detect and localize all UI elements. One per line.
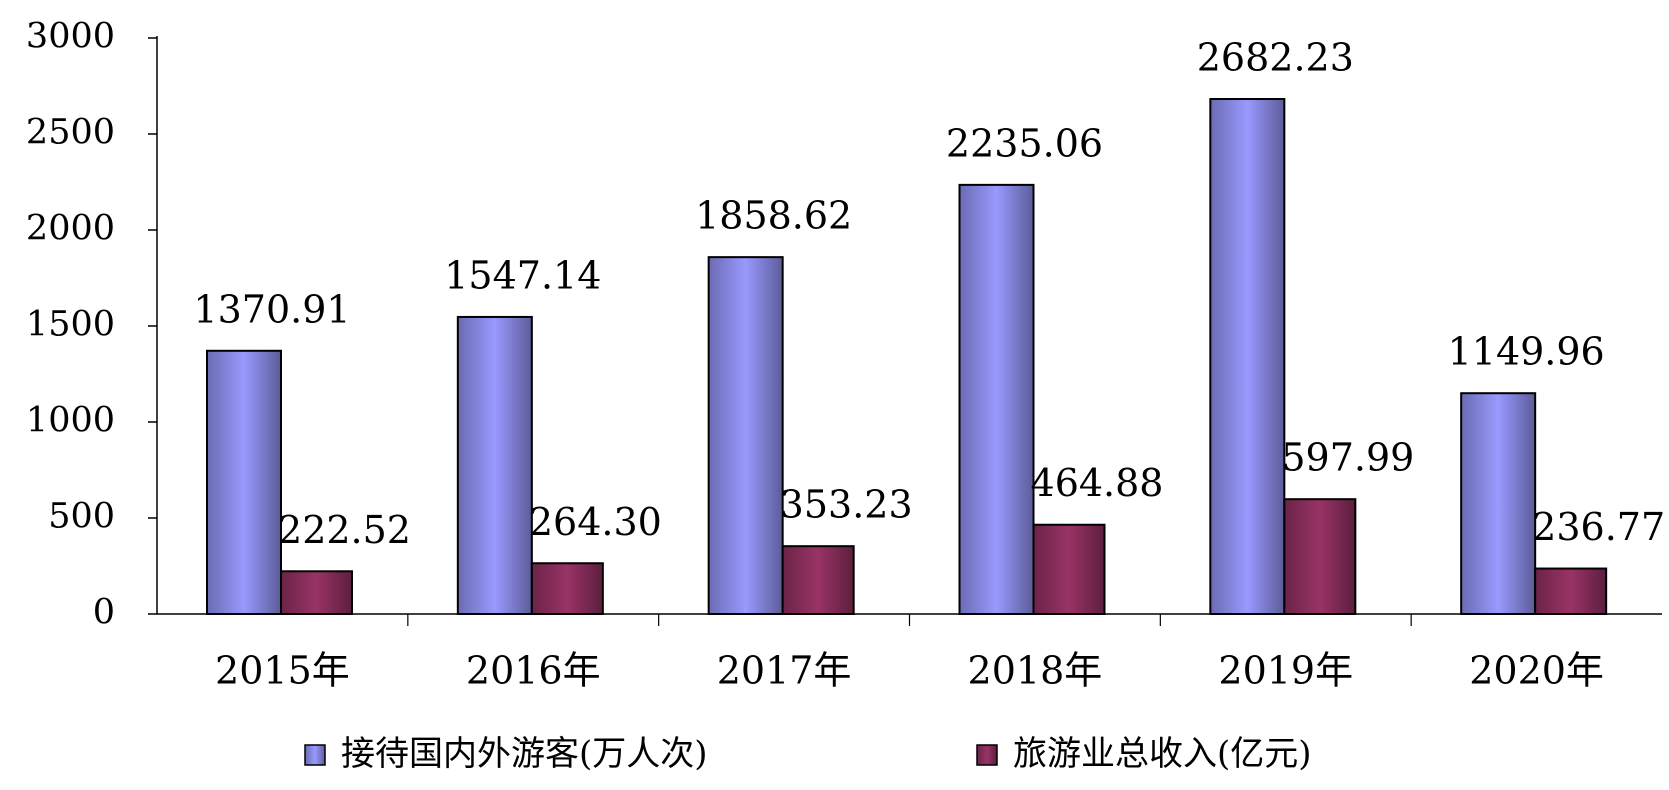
y-tick-label: 2500 (26, 113, 115, 153)
bar (958, 183, 1035, 616)
y-tick-label: 0 (93, 593, 115, 633)
data-label: 1858.62 (695, 194, 852, 238)
bar (781, 545, 855, 615)
x-tick-label: 2019年 (1218, 649, 1353, 693)
bar (1460, 392, 1537, 615)
data-label: 222.52 (278, 508, 411, 552)
data-label: 1547.14 (444, 253, 601, 297)
bar (530, 562, 604, 615)
legend-label: 旅游业总收入(亿元) (1013, 734, 1312, 774)
x-tick-label: 2015年 (215, 649, 350, 693)
data-label: 2235.06 (946, 121, 1103, 165)
x-tick-label: 2020年 (1469, 649, 1604, 693)
data-label: 1370.91 (193, 287, 350, 331)
bar (280, 570, 353, 616)
bar (1209, 98, 1286, 615)
y-tick-label: 3000 (26, 17, 115, 57)
y-tick-label: 1500 (26, 305, 115, 345)
legend-swatch (304, 744, 326, 766)
data-label: 353.23 (780, 483, 913, 527)
x-tick-label: 2018年 (968, 649, 1103, 693)
bar (456, 315, 533, 615)
data-label: 2682.23 (1197, 36, 1354, 80)
bar (1283, 498, 1357, 615)
data-label: 1149.96 (1448, 330, 1605, 374)
legend-swatch (976, 744, 998, 766)
data-label: 236.77 (1532, 505, 1665, 549)
y-tick-label: 2000 (26, 209, 115, 249)
x-tick-label: 2016年 (466, 649, 601, 693)
bar (1032, 523, 1106, 615)
y-tick-label: 500 (48, 497, 115, 537)
data-label: 597.99 (1281, 436, 1414, 480)
data-label: 464.88 (1031, 461, 1164, 505)
bar (1534, 567, 1608, 615)
y-tick-label: 1000 (26, 401, 115, 441)
x-tick-label: 2017年 (717, 649, 852, 693)
bar (206, 349, 282, 615)
legend-label: 接待国内外游客(万人次) (341, 734, 708, 774)
bar (707, 256, 784, 615)
data-label: 264.30 (529, 500, 662, 544)
